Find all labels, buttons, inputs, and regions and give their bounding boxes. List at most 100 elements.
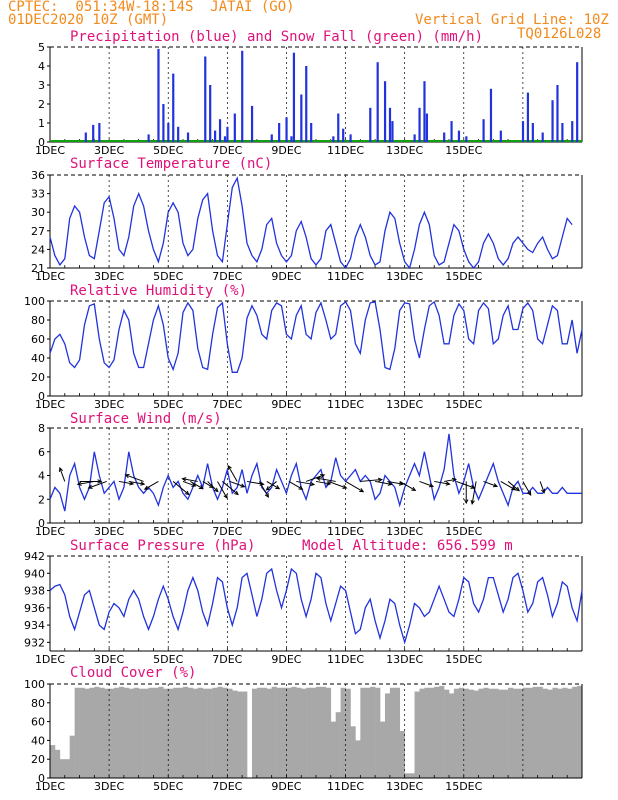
cloud-bar xyxy=(552,687,558,778)
y-tick-label: 30 xyxy=(31,206,45,219)
x-tick-label: 1DEC xyxy=(35,398,65,411)
wind-arrow xyxy=(316,477,336,482)
wind-arrow xyxy=(305,474,325,482)
panel-surface-pressure: 932 934 936 938 940 942 1DEC 3DEC 5DEC 7DEC 9DEC 11… xyxy=(24,550,583,666)
cloud-bar xyxy=(138,688,144,778)
wind-arrowhead xyxy=(470,499,475,506)
wind-arrow xyxy=(222,481,239,495)
precip-bar xyxy=(226,126,229,142)
y-tick-label: 5 xyxy=(38,41,45,54)
x-tick-label: 13DEC xyxy=(386,144,423,157)
wind-arrow xyxy=(399,481,416,491)
cloud-bar xyxy=(69,735,75,778)
wind-arrowhead xyxy=(191,482,197,487)
precip-bar xyxy=(376,62,379,143)
wind-arrowhead xyxy=(143,485,149,490)
cloud-bar xyxy=(202,688,208,778)
wind-arrowhead xyxy=(97,479,103,484)
wind-arrow xyxy=(345,481,364,493)
wind-arrowhead xyxy=(428,483,435,488)
precip-bar xyxy=(209,85,212,142)
wind-arrow xyxy=(202,481,214,488)
cloud-bar xyxy=(227,688,233,778)
wind-arrow xyxy=(296,480,315,486)
y-tick-label: 942 xyxy=(24,550,45,563)
wind-arrow xyxy=(229,480,245,488)
cloud-bar xyxy=(114,687,120,778)
wind-arrow xyxy=(500,481,516,491)
cloud-bar xyxy=(79,687,85,778)
y-tick-label: 100 xyxy=(24,295,45,308)
wind-arrow xyxy=(258,481,269,498)
y-tick-label: 6 xyxy=(38,446,45,459)
cloud-bar xyxy=(187,687,194,778)
precip-bar xyxy=(241,50,244,142)
cloud-bar xyxy=(276,687,282,778)
precip-bar xyxy=(250,105,254,142)
precip-bar xyxy=(388,107,392,142)
cloud-bar xyxy=(439,685,445,778)
cloud-bar xyxy=(133,687,139,778)
wind-arrow xyxy=(59,467,66,482)
wind-arrowhead xyxy=(527,490,532,496)
y-tick-label: 40 xyxy=(31,352,45,365)
cloud-bar xyxy=(242,691,248,778)
rh-title: Relative Humidity (%) xyxy=(70,283,248,299)
wind-arrowhead xyxy=(359,488,365,493)
cloud-bar xyxy=(128,688,135,778)
header-model-code: TQ0126L028 xyxy=(517,26,602,42)
x-tick-label: 11DEC xyxy=(327,653,364,666)
series-line xyxy=(49,433,582,512)
wind-arrowhead xyxy=(223,494,228,500)
x-tick-label: 3DEC xyxy=(94,780,124,793)
cloud-bar xyxy=(414,691,420,778)
precip-bar xyxy=(223,136,227,142)
x-tick-label: 15DEC xyxy=(445,144,482,157)
wind-arrowhead xyxy=(445,481,451,486)
wind-arrow xyxy=(456,480,475,489)
y-tick-label: 936 xyxy=(24,602,45,615)
wind-arrowhead xyxy=(129,481,135,486)
precip-bar xyxy=(285,117,288,142)
y-tick-label: 27 xyxy=(31,225,45,238)
cloud-bar xyxy=(325,687,332,778)
wind-arrowhead xyxy=(58,466,64,472)
y-tick-label: 21 xyxy=(31,262,45,275)
cloud-bar xyxy=(562,687,568,778)
precip-bar xyxy=(531,123,534,142)
precip-bar xyxy=(162,104,165,142)
precip-bar xyxy=(383,81,387,142)
cloud-bar xyxy=(375,687,381,778)
cloud-title: Cloud Cover (%) xyxy=(70,665,197,681)
precip-bar xyxy=(332,136,335,142)
wind-arrowhead xyxy=(298,485,304,490)
x-tick-label: 7DEC xyxy=(212,144,242,157)
cloud-bar xyxy=(59,759,66,778)
precip-bar xyxy=(172,73,175,142)
cloud-bar xyxy=(404,773,410,778)
x-tick-label: 9DEC xyxy=(271,270,301,283)
cloud-bar xyxy=(424,687,430,778)
wind-arrowhead xyxy=(234,490,239,496)
precip-bar xyxy=(571,121,574,142)
cloud-bar xyxy=(104,688,110,778)
x-tick-label: 3DEC xyxy=(94,653,124,666)
x-tick-label: 9DEC xyxy=(271,144,301,157)
precip-bar xyxy=(369,107,372,142)
x-tick-label: 13DEC xyxy=(386,780,423,793)
x-tick-label: 7DEC xyxy=(212,653,242,666)
cloud-bar xyxy=(286,687,292,778)
series-line xyxy=(49,176,573,270)
wind-arrow xyxy=(227,465,238,482)
cloud-bar xyxy=(64,759,71,778)
cloud-bar xyxy=(360,687,366,778)
x-tick-label: 11DEC xyxy=(327,398,364,411)
y-tick-label: 20 xyxy=(31,753,45,766)
precip-bar xyxy=(521,121,525,142)
pressure-title: Surface Pressure (hPa) xyxy=(70,538,256,554)
y-tick-label: 2 xyxy=(38,98,45,111)
x-tick-label: 1DEC xyxy=(35,144,65,157)
wind-arrowhead xyxy=(411,486,417,492)
wind-arrowhead xyxy=(541,488,546,494)
wind-arrow xyxy=(190,481,204,490)
